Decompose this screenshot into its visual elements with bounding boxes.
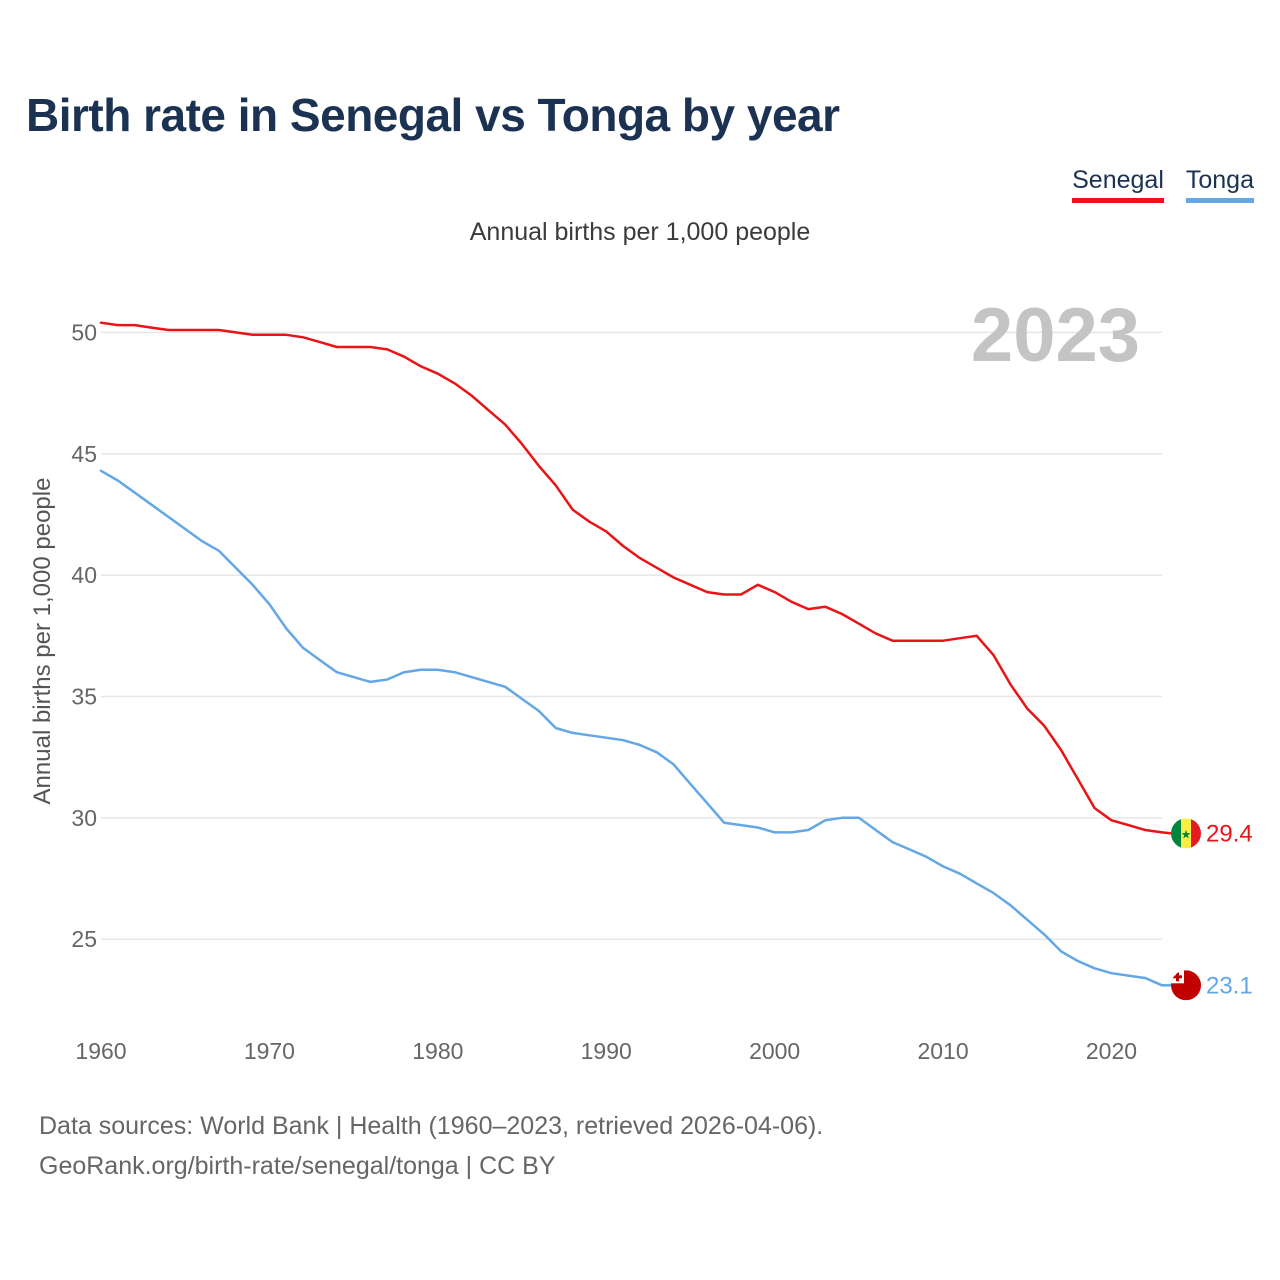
legend: Senegal Tonga [1072, 166, 1254, 203]
y-tick-label: 45 [71, 441, 97, 467]
gridlines [101, 331, 1162, 940]
year-watermark: 2023 [971, 293, 1140, 378]
source-line-data: Data sources: World Bank | Health (1960–… [39, 1112, 824, 1140]
x-tick-label: 2000 [749, 1038, 800, 1064]
x-axis-ticks: 1960 1970 1980 1990 2000 2010 2020 [75, 1038, 1137, 1064]
x-tick-label: 1960 [75, 1038, 126, 1064]
x-tick-label: 2020 [1086, 1038, 1137, 1064]
legend-item-tonga[interactable]: Tonga [1185, 166, 1254, 203]
tonga-end-value: 23.1 [1206, 972, 1253, 999]
chart-subtitle: Annual births per 1,000 people [469, 218, 811, 246]
tonga-flag-icon [1171, 970, 1201, 1001]
chart-title: Birth rate in Senegal vs Tonga by year [26, 89, 840, 141]
x-tick-label: 1980 [412, 1038, 463, 1064]
y-axis-ticks: 25 30 35 40 45 50 [71, 319, 97, 952]
source-note: Data sources: World Bank | Health (1960–… [39, 1106, 823, 1186]
end-markers: ★ 29.4 23.1 [1171, 818, 1253, 1001]
svg-text:★: ★ [1181, 827, 1192, 841]
x-tick-label: 1990 [581, 1038, 632, 1064]
y-tick-label: 40 [71, 562, 97, 588]
senegal-flag-icon: ★ [1171, 818, 1201, 849]
senegal-end-value: 29.4 [1206, 820, 1253, 847]
y-tick-label: 50 [71, 319, 97, 345]
senegal-connector [1161, 831, 1172, 835]
series-line-tonga [99, 469, 1164, 987]
series-lines [99, 321, 1172, 987]
legend-item-senegal[interactable]: Senegal [1072, 166, 1164, 203]
y-tick-label: 30 [71, 805, 97, 831]
y-tick-label: 25 [71, 926, 97, 952]
series-line-senegal [99, 321, 1164, 834]
y-tick-label: 35 [71, 683, 97, 709]
x-tick-label: 2010 [917, 1038, 968, 1064]
x-tick-label: 1970 [244, 1038, 295, 1064]
source-line-url[interactable]: GeoRank.org/birth-rate/senegal/tonga | C… [39, 1152, 556, 1180]
